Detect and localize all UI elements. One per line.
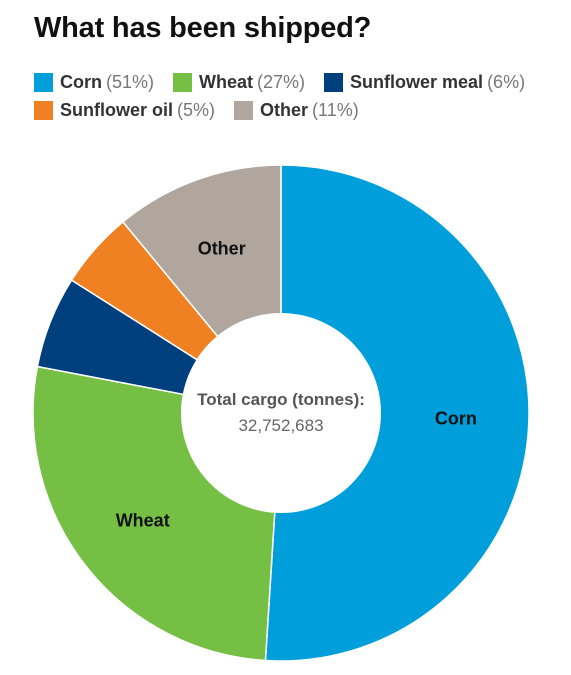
legend-item-wheat: Wheat (27%) <box>173 72 305 93</box>
legend-swatch-corn <box>34 72 53 92</box>
legend-label-sunflower-oil: Sunflower oil <box>60 99 174 120</box>
legend: Corn (51%) Wheat (27%) Sunflower meal (6… <box>34 68 554 124</box>
legend-item-corn: Corn (51%) <box>34 72 154 93</box>
legend-swatch-sunflower-oil <box>34 100 53 120</box>
legend-item-sunflower-meal: Sunflower meal (6%) <box>324 72 525 93</box>
center-total-label: Total cargo (tonnes): <box>197 390 365 409</box>
legend-swatch-other <box>234 100 254 120</box>
legend-label-other: Other <box>260 99 309 120</box>
legend-row-1: Corn (51%) Wheat (27%) Sunflower meal (6… <box>34 68 554 96</box>
legend-percent-other: (11%) <box>312 99 359 120</box>
legend-label-corn: Corn <box>60 71 102 92</box>
legend-item-sunflower-oil: Sunflower oil (5%) <box>34 100 215 121</box>
chart-title: What has been shipped? <box>34 12 372 44</box>
slice-corn <box>264 164 530 662</box>
legend-label-sunflower-meal: Sunflower meal <box>350 71 484 92</box>
slice-label-wheat: Wheat <box>116 510 170 530</box>
legend-percent-sunflower-meal: (6%) <box>487 71 526 92</box>
legend-percent-wheat: (27%) <box>257 71 306 92</box>
legend-row-2: Sunflower oil (5%) Other (11%) <box>34 96 554 124</box>
slice-labels: Corn Wheat Other <box>116 238 477 530</box>
center-total-value: 32,752,683 <box>238 416 323 435</box>
donut-slices <box>32 164 530 662</box>
slice-label-corn: Corn <box>435 409 477 429</box>
legend-item-other: Other (11%) <box>234 100 359 121</box>
donut-hole <box>181 313 381 513</box>
slice-label-other: Other <box>198 238 246 258</box>
legend-percent-sunflower-oil: (5%) <box>177 99 216 120</box>
legend-swatch-sunflower-meal <box>324 72 344 92</box>
legend-percent-corn: (51%) <box>106 71 155 92</box>
legend-label-wheat: Wheat <box>199 71 254 92</box>
legend-swatch-wheat <box>173 72 193 92</box>
